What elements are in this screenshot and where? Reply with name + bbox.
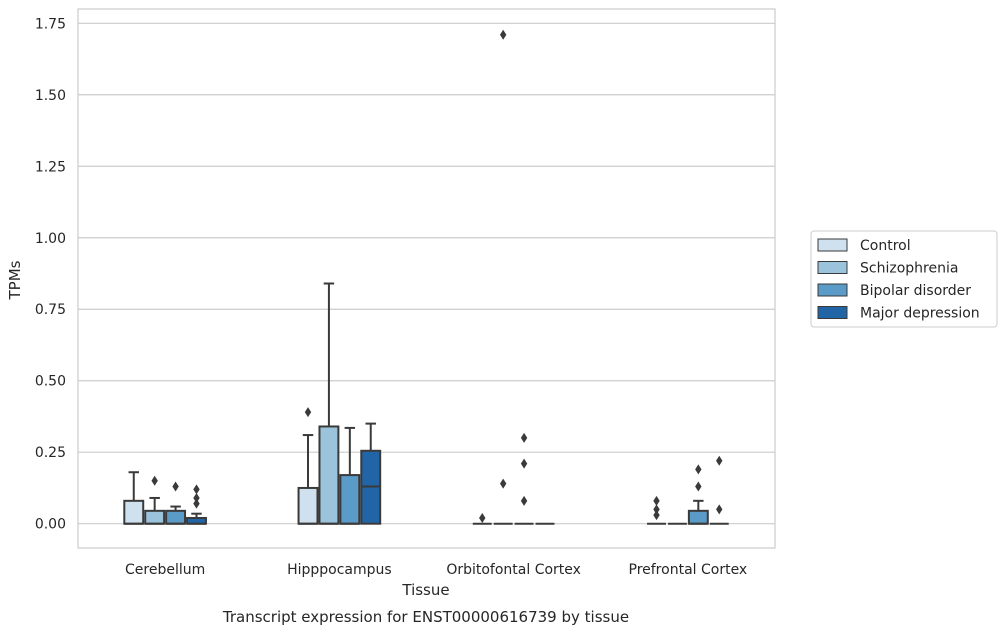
y-tick-label: 1.00: [35, 231, 66, 247]
y-tick-label: 0.75: [35, 302, 66, 318]
box-control: [123, 471, 145, 525]
outlier-point: [695, 481, 702, 492]
outlier-point: [499, 478, 507, 489]
box-control: [297, 407, 319, 525]
box-body: [123, 499, 145, 525]
box-body: [144, 509, 166, 525]
x-tick-label: Prefrontal Cortex: [629, 562, 748, 578]
outlier-point: [193, 498, 200, 509]
y-tick-label: 1.75: [35, 16, 66, 32]
plot-frame: [77, 8, 776, 549]
chart-title: Transcript expression for ENST0000061673…: [222, 608, 629, 626]
legend-swatch: [817, 283, 848, 297]
outlier-point: [520, 495, 528, 506]
x-tick-label: Hipppocampus: [287, 562, 392, 578]
legend-swatch: [817, 306, 848, 319]
x-tick-label: Cerebellum: [125, 562, 205, 578]
outlier-point: [695, 464, 702, 475]
outlier-point: [653, 510, 660, 521]
legend: Control Schizophrenia Bipolar disorder Majo…: [810, 230, 998, 328]
y-axis-label: TPMs: [6, 260, 24, 300]
legend-entry: Bipolar disorder: [860, 283, 971, 299]
outlier-point: [520, 432, 528, 443]
x-axis-label: Tissue: [401, 581, 449, 599]
box-control: [472, 512, 492, 525]
legend-entry: Control: [860, 238, 911, 254]
box-major-depression: [186, 484, 207, 525]
y-tick-label: 0.00: [35, 517, 66, 533]
outlier-point: [499, 29, 507, 40]
x-tick-label: Orbitofontal Cortex: [446, 562, 581, 578]
outlier-point: [193, 492, 200, 503]
outlier-point: [304, 407, 312, 418]
legend-frame: [810, 230, 998, 328]
outlier-point: [479, 512, 486, 523]
box-body: [318, 425, 340, 525]
y-tick-label: 1.25: [35, 159, 66, 175]
legend-swatch: [817, 238, 848, 252]
outlier-point: [653, 495, 660, 506]
box-schizophrenia: [318, 282, 340, 525]
y-tick-label: 0.50: [35, 374, 66, 390]
box-control: [647, 495, 666, 525]
y-tick-label: 0.25: [35, 445, 66, 461]
legend-swatch: [817, 261, 848, 274]
box-plot-area: [123, 29, 729, 525]
outlier-point: [193, 484, 200, 495]
y-axis-ticks: 0.00 0.25 0.50 0.75 1.00 1.25 1.50 1.75: [35, 16, 66, 532]
legend-entry: Major depression: [860, 306, 980, 322]
box-schizophrenia: [144, 475, 166, 525]
box-bipolar-disorder: [339, 426, 361, 525]
outlier-point: [151, 475, 158, 486]
grid: [78, 22, 775, 525]
y-tick-label: 1.50: [35, 88, 66, 104]
box-body: [297, 486, 319, 525]
x-axis-ticks: Cerebellum Hipppocampus Orbitofontal Corte…: [125, 562, 747, 578]
outlier-point: [716, 504, 723, 515]
box-schizophrenia: [493, 29, 513, 525]
legend-entry: Schizophrenia: [860, 261, 958, 277]
box-major-depression: [709, 455, 729, 525]
outlier-point: [172, 481, 179, 492]
outlier-point: [716, 455, 723, 466]
outlier-point: [520, 458, 528, 469]
box-major-depression: [360, 422, 382, 525]
box-body: [687, 509, 709, 525]
box-bipolar-disorder: [514, 432, 534, 525]
box-body: [339, 474, 361, 525]
box-bipolar-disorder: [687, 464, 709, 525]
box-bipolar-disorder: [165, 481, 187, 525]
outlier-point: [653, 504, 660, 515]
box-body: [165, 509, 187, 525]
